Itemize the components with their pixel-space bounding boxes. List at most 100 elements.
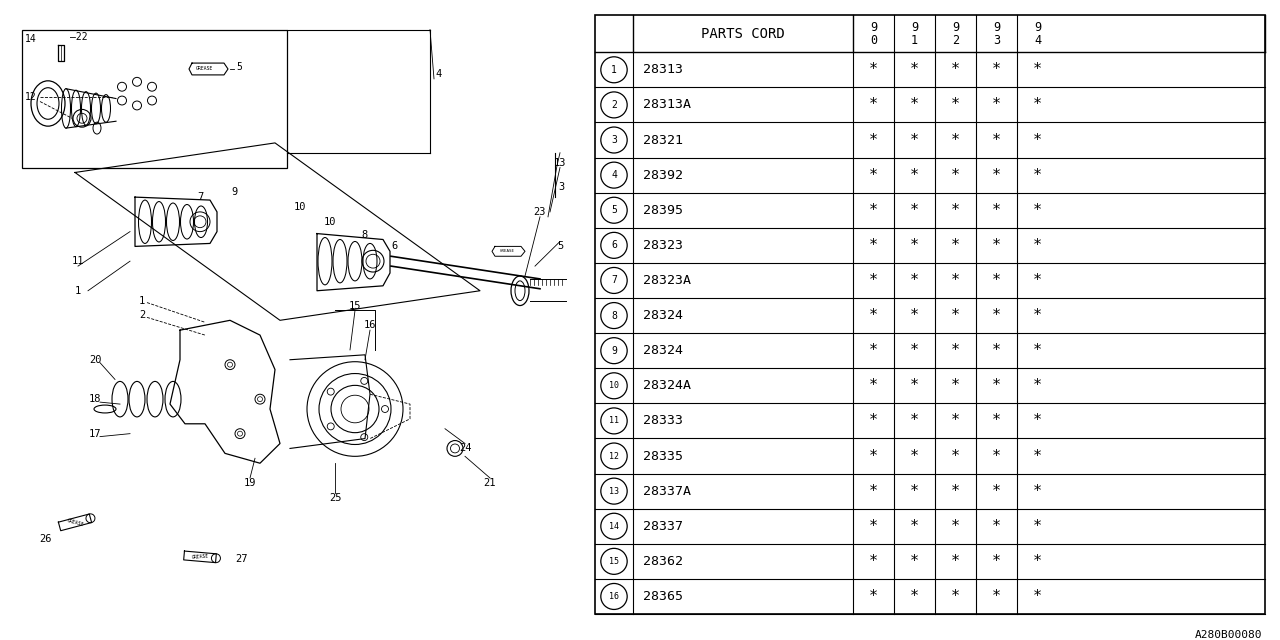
Text: *: * bbox=[992, 519, 1001, 534]
Text: GREASE: GREASE bbox=[499, 250, 515, 253]
Text: 28321: 28321 bbox=[643, 134, 684, 147]
Text: *: * bbox=[951, 554, 960, 569]
Text: *: * bbox=[1033, 238, 1042, 253]
Text: 2: 2 bbox=[611, 100, 617, 110]
Text: 19: 19 bbox=[243, 478, 256, 488]
Text: *: * bbox=[910, 343, 919, 358]
Text: *: * bbox=[992, 203, 1001, 218]
Text: *: * bbox=[992, 589, 1001, 604]
Text: *: * bbox=[992, 554, 1001, 569]
Text: *: * bbox=[910, 449, 919, 463]
Text: 27: 27 bbox=[236, 554, 247, 564]
Text: *: * bbox=[951, 449, 960, 463]
Text: 28337: 28337 bbox=[643, 520, 684, 532]
Text: *: * bbox=[869, 449, 878, 463]
Text: *: * bbox=[992, 62, 1001, 77]
Text: *: * bbox=[869, 273, 878, 288]
Text: 18: 18 bbox=[88, 394, 101, 404]
Text: *: * bbox=[1033, 589, 1042, 604]
Text: PARTS CORD: PARTS CORD bbox=[701, 26, 785, 40]
Text: *: * bbox=[869, 203, 878, 218]
Text: 28335: 28335 bbox=[643, 449, 684, 463]
Text: 8: 8 bbox=[362, 230, 369, 239]
Text: *: * bbox=[1033, 449, 1042, 463]
Text: —22: —22 bbox=[70, 33, 87, 42]
Text: 28313A: 28313A bbox=[643, 99, 691, 111]
Text: 3: 3 bbox=[558, 182, 564, 192]
Text: 3: 3 bbox=[611, 135, 617, 145]
Text: GREASE: GREASE bbox=[67, 518, 84, 527]
Text: *: * bbox=[910, 62, 919, 77]
Text: *: * bbox=[1033, 519, 1042, 534]
Text: *: * bbox=[910, 413, 919, 428]
Text: *: * bbox=[1033, 343, 1042, 358]
Text: 15: 15 bbox=[348, 301, 361, 310]
Text: A280B00080: A280B00080 bbox=[1194, 630, 1262, 640]
Text: *: * bbox=[1033, 132, 1042, 147]
Text: 28324: 28324 bbox=[643, 344, 684, 357]
Text: 14: 14 bbox=[609, 522, 620, 531]
Text: 2: 2 bbox=[138, 310, 145, 321]
Text: 5: 5 bbox=[557, 241, 563, 252]
Text: *: * bbox=[869, 238, 878, 253]
Text: *: * bbox=[992, 132, 1001, 147]
Text: *: * bbox=[1033, 378, 1042, 394]
Text: *: * bbox=[1033, 554, 1042, 569]
Text: *: * bbox=[992, 238, 1001, 253]
Text: *: * bbox=[951, 97, 960, 113]
Text: *: * bbox=[910, 554, 919, 569]
Text: *: * bbox=[869, 132, 878, 147]
Text: *: * bbox=[951, 589, 960, 604]
Text: 6: 6 bbox=[611, 241, 617, 250]
Text: 9: 9 bbox=[232, 187, 238, 197]
Text: 9
3: 9 3 bbox=[993, 20, 1000, 47]
Text: *: * bbox=[951, 413, 960, 428]
Text: 4: 4 bbox=[435, 69, 442, 79]
Text: 12: 12 bbox=[26, 92, 37, 102]
Text: *: * bbox=[992, 168, 1001, 182]
Text: *: * bbox=[1033, 203, 1042, 218]
Text: 7: 7 bbox=[611, 275, 617, 285]
Text: *: * bbox=[992, 378, 1001, 394]
Text: *: * bbox=[951, 378, 960, 394]
Text: *: * bbox=[910, 484, 919, 499]
Bar bbox=[595, 15, 1265, 614]
Text: 28324: 28324 bbox=[643, 309, 684, 322]
Text: *: * bbox=[869, 308, 878, 323]
Text: 16: 16 bbox=[609, 592, 620, 601]
Text: 17: 17 bbox=[88, 429, 101, 438]
Text: *: * bbox=[869, 62, 878, 77]
Text: 21: 21 bbox=[484, 478, 497, 488]
Text: *: * bbox=[951, 308, 960, 323]
Text: *: * bbox=[910, 519, 919, 534]
Text: *: * bbox=[869, 168, 878, 182]
Text: 9
4: 9 4 bbox=[1034, 20, 1041, 47]
Text: *: * bbox=[1033, 62, 1042, 77]
Text: 9
2: 9 2 bbox=[952, 20, 959, 47]
Text: *: * bbox=[992, 484, 1001, 499]
Text: *: * bbox=[951, 519, 960, 534]
Text: 28324A: 28324A bbox=[643, 380, 691, 392]
Text: *: * bbox=[992, 97, 1001, 113]
Text: *: * bbox=[1033, 97, 1042, 113]
Text: 5: 5 bbox=[236, 62, 242, 72]
Text: 28337A: 28337A bbox=[643, 484, 691, 498]
Text: 28313: 28313 bbox=[643, 63, 684, 76]
Text: *: * bbox=[869, 554, 878, 569]
Text: *: * bbox=[951, 238, 960, 253]
Text: *: * bbox=[910, 308, 919, 323]
Text: 12: 12 bbox=[609, 451, 620, 461]
Text: 28333: 28333 bbox=[643, 415, 684, 428]
Text: 10: 10 bbox=[324, 217, 337, 227]
Text: 13: 13 bbox=[609, 486, 620, 495]
Text: *: * bbox=[951, 273, 960, 288]
Bar bbox=[22, 29, 287, 168]
Text: 4: 4 bbox=[611, 170, 617, 180]
Text: 9: 9 bbox=[611, 346, 617, 356]
Text: 24: 24 bbox=[458, 444, 471, 453]
Text: 25: 25 bbox=[329, 493, 342, 502]
Text: *: * bbox=[869, 97, 878, 113]
Text: 7: 7 bbox=[197, 192, 204, 202]
Text: *: * bbox=[992, 308, 1001, 323]
Text: *: * bbox=[992, 343, 1001, 358]
